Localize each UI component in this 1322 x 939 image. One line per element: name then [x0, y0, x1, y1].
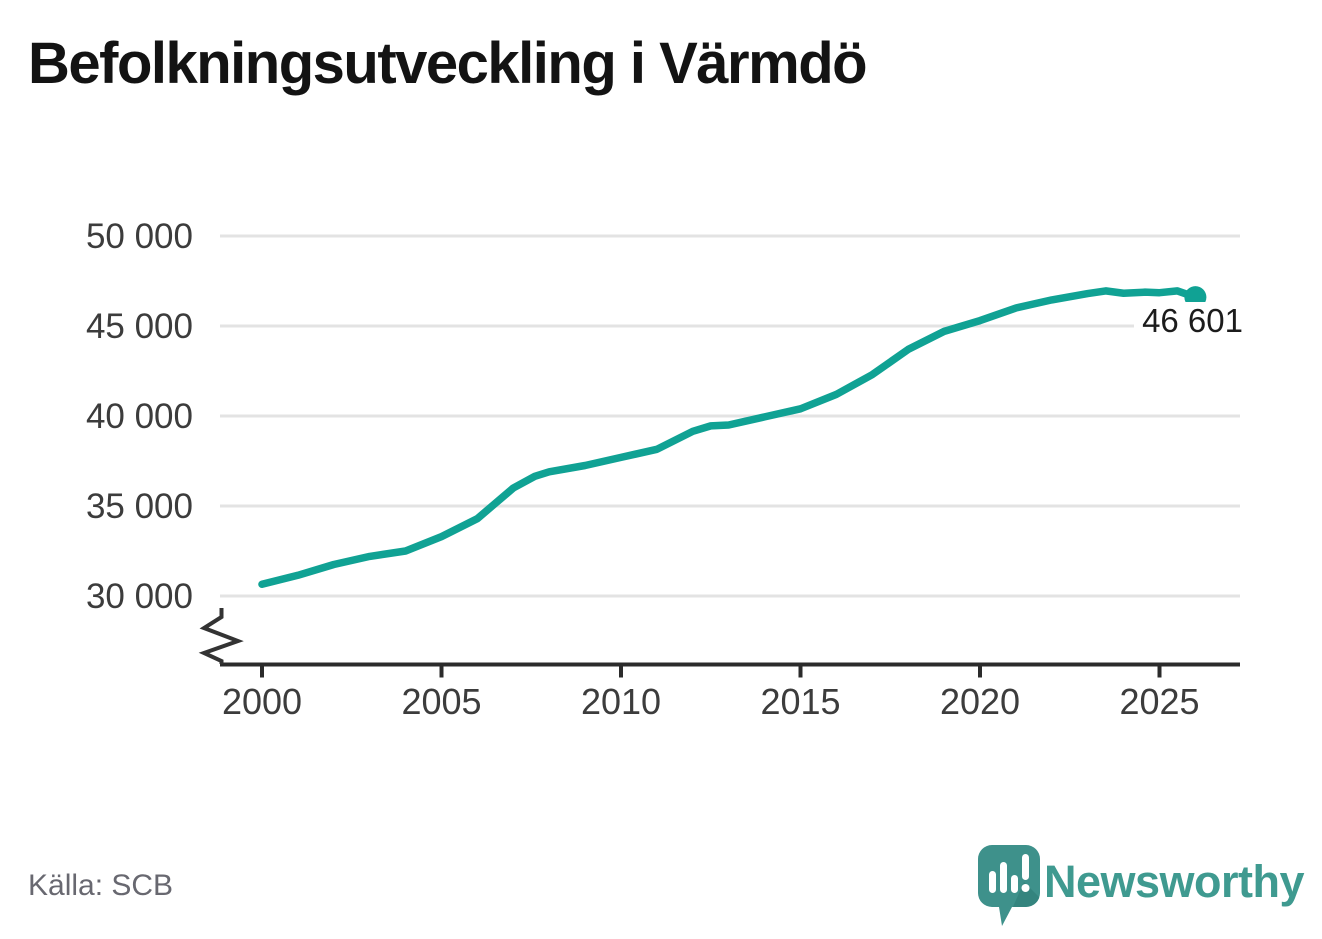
y-axis-label-30000: 30 000 — [85, 577, 193, 616]
y-axis-label-40000: 40 000 — [85, 397, 193, 436]
x-axis-label-2005: 2005 — [401, 681, 482, 722]
y-axis-label-50000: 50 000 — [85, 217, 193, 256]
y-axis-label-35000: 35 000 — [85, 487, 193, 526]
bar-1 — [989, 871, 996, 893]
bar-2 — [1000, 862, 1007, 893]
exclamation-dot — [1021, 884, 1030, 892]
population-line — [258, 287, 1200, 589]
x-axis-label-2010: 2010 — [580, 681, 662, 722]
chart-title: Befolkningsutveckling i Värmdö — [28, 31, 868, 96]
source-caption: Källa: SCB — [28, 869, 174, 902]
bubble-shadow — [1012, 882, 1040, 909]
end-value-label: 46 601 — [1134, 302, 1245, 339]
newsworthy-logo: Newsworthy — [978, 843, 1305, 933]
x-axis-label-2000: 2000 — [221, 681, 303, 722]
exclamation-bar — [1022, 854, 1029, 880]
x-axis-label-2025: 2025 — [1119, 681, 1200, 722]
newsworthy-logo-icon — [978, 845, 1040, 926]
newsworthy-wordmark: Newsworthy — [1044, 856, 1305, 907]
bar-3 — [1011, 875, 1018, 893]
y-axis-label-45000: 45 000 — [85, 307, 193, 346]
x-axis-label-2020: 2020 — [939, 681, 1021, 722]
y-axis-break-icon — [198, 608, 244, 664]
x-axis-label-2015: 2015 — [760, 681, 841, 722]
speech-bubble-shape — [978, 845, 1040, 926]
